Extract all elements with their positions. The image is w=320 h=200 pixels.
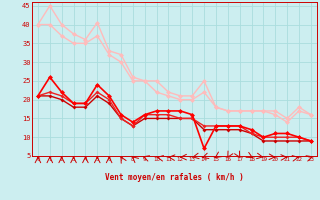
X-axis label: Vent moyen/en rafales ( km/h ): Vent moyen/en rafales ( km/h ) [105,174,244,182]
